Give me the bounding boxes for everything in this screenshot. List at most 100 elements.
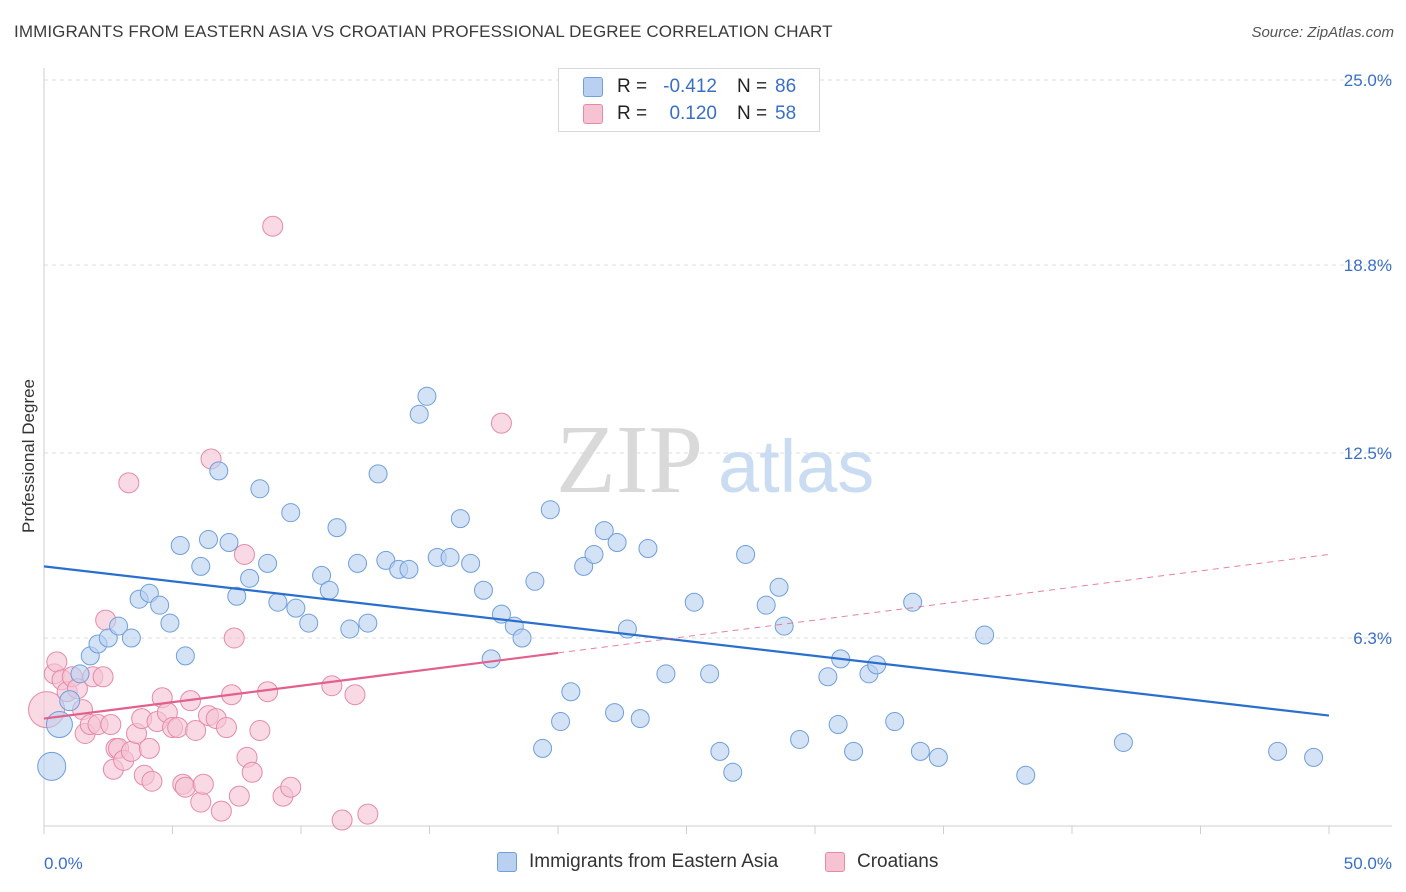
legend-item-eastern-asia[interactable]: Immigrants from Eastern Asia <box>497 851 778 873</box>
croatians-point[interactable] <box>241 761 263 783</box>
eastern-asia-point[interactable] <box>723 762 743 782</box>
eastern-asia-point[interactable] <box>37 751 67 781</box>
croatians-point[interactable] <box>190 791 212 813</box>
legend-series: Immigrants from Eastern Asia Croatians <box>0 851 1406 877</box>
croatians-point[interactable] <box>141 770 163 792</box>
croatians-point[interactable] <box>357 803 379 825</box>
eastern-asia-point[interactable] <box>399 559 419 579</box>
croatians-point[interactable] <box>344 684 366 706</box>
eastern-asia-point[interactable] <box>312 565 332 585</box>
eastern-asia-point[interactable] <box>240 568 260 588</box>
croatians-point[interactable] <box>100 714 122 736</box>
eastern-asia-point[interactable] <box>844 741 864 761</box>
croatians-point[interactable] <box>138 737 160 759</box>
eastern-asia-point[interactable] <box>268 592 288 612</box>
eastern-asia-point[interactable] <box>191 556 211 576</box>
eastern-asia-point[interactable] <box>461 553 481 573</box>
eastern-asia-point[interactable] <box>790 729 810 749</box>
croatians-point[interactable] <box>118 472 140 494</box>
eastern-asia-point[interactable] <box>417 386 437 406</box>
croatians-point[interactable] <box>215 717 237 739</box>
eastern-asia-point[interactable] <box>525 571 545 591</box>
croatians-point[interactable] <box>228 785 250 807</box>
eastern-asia-point[interactable] <box>1304 747 1324 767</box>
croatians-point[interactable] <box>490 412 512 434</box>
eastern-asia-point[interactable] <box>258 553 278 573</box>
eastern-asia-point[interactable] <box>450 509 470 529</box>
eastern-asia-point[interactable] <box>481 649 501 669</box>
croatians-point[interactable] <box>120 740 142 762</box>
eastern-asia-point[interactable] <box>121 628 141 648</box>
eastern-asia-point[interactable] <box>70 664 90 684</box>
croatians-point[interactable] <box>262 215 284 237</box>
eastern-asia-point[interactable] <box>160 613 180 633</box>
eastern-asia-point[interactable] <box>150 595 170 615</box>
croatians-point[interactable] <box>192 773 214 795</box>
eastern-asia-point[interactable] <box>1113 732 1133 752</box>
eastern-asia-point[interactable] <box>584 544 604 564</box>
eastern-asia-point[interactable] <box>928 747 948 767</box>
eastern-asia-point[interactable] <box>409 404 429 424</box>
eastern-asia-point[interactable] <box>299 613 319 633</box>
croatians-point[interactable] <box>233 543 255 565</box>
eastern-asia-point[interactable] <box>540 500 560 520</box>
eastern-asia-point[interactable] <box>605 703 625 723</box>
eastern-asia-point[interactable] <box>175 646 195 666</box>
eastern-asia-point[interactable] <box>561 682 581 702</box>
eastern-asia-point[interactable] <box>109 616 129 636</box>
eastern-asia-point[interactable] <box>250 479 270 499</box>
eastern-asia-point[interactable] <box>656 664 676 684</box>
eastern-asia-point[interactable] <box>700 664 720 684</box>
croatians-point[interactable] <box>321 675 343 697</box>
eastern-asia-point[interactable] <box>358 613 378 633</box>
eastern-asia-point[interactable] <box>774 616 794 636</box>
eastern-asia-point[interactable] <box>533 738 553 758</box>
legend-item-croatians[interactable]: Croatians <box>825 851 938 873</box>
eastern-asia-point[interactable] <box>828 715 848 735</box>
croatians-point[interactable] <box>331 809 353 831</box>
croatians-point[interactable] <box>46 651 68 673</box>
eastern-asia-point[interactable] <box>551 712 571 732</box>
eastern-asia-point[interactable] <box>170 536 190 556</box>
eastern-asia-point[interactable] <box>327 518 347 538</box>
croatians-point[interactable] <box>280 776 302 798</box>
eastern-asia-point[interactable] <box>59 690 81 712</box>
eastern-asia-point[interactable] <box>710 741 730 761</box>
eastern-asia-point[interactable] <box>440 547 460 567</box>
eastern-asia-point[interactable] <box>903 592 923 612</box>
eastern-asia-point[interactable] <box>286 598 306 618</box>
eastern-asia-point[interactable] <box>209 461 229 481</box>
eastern-asia-point[interactable] <box>594 521 614 541</box>
eastern-asia-point[interactable] <box>607 533 627 553</box>
eastern-asia-point[interactable] <box>756 595 776 615</box>
eastern-asia-point[interactable] <box>975 625 995 645</box>
eastern-asia-point[interactable] <box>910 741 930 761</box>
eastern-asia-point[interactable] <box>1268 741 1288 761</box>
eastern-asia-point[interactable] <box>319 580 339 600</box>
eastern-asia-point[interactable] <box>684 592 704 612</box>
eastern-asia-point[interactable] <box>638 538 658 558</box>
croatians-point[interactable] <box>167 717 189 739</box>
croatians-point[interactable] <box>223 627 245 649</box>
eastern-asia-point[interactable] <box>512 628 532 648</box>
eastern-asia-point[interactable] <box>818 667 838 687</box>
croatians-point[interactable] <box>210 800 232 822</box>
eastern-asia-point[interactable] <box>348 553 368 573</box>
y-axis-label: Professional Degree <box>19 379 38 533</box>
eastern-asia-point[interactable] <box>885 712 905 732</box>
eastern-asia-point[interactable] <box>281 503 301 523</box>
eastern-asia-point[interactable] <box>198 530 218 550</box>
croatians-point[interactable] <box>92 666 114 688</box>
eastern-asia-point[interactable] <box>340 619 360 639</box>
croatians-point[interactable] <box>174 776 196 798</box>
eastern-asia-point[interactable] <box>630 709 650 729</box>
eastern-asia-point[interactable] <box>227 586 247 606</box>
eastern-asia-point[interactable] <box>769 577 789 597</box>
croatians-point[interactable] <box>249 720 271 742</box>
eastern-asia-point[interactable] <box>219 533 239 553</box>
eastern-asia-point[interactable] <box>368 464 388 484</box>
eastern-asia-point[interactable] <box>1016 765 1036 785</box>
croatians-point[interactable] <box>185 720 207 742</box>
eastern-asia-point[interactable] <box>736 544 756 564</box>
eastern-asia-point[interactable] <box>473 580 493 600</box>
